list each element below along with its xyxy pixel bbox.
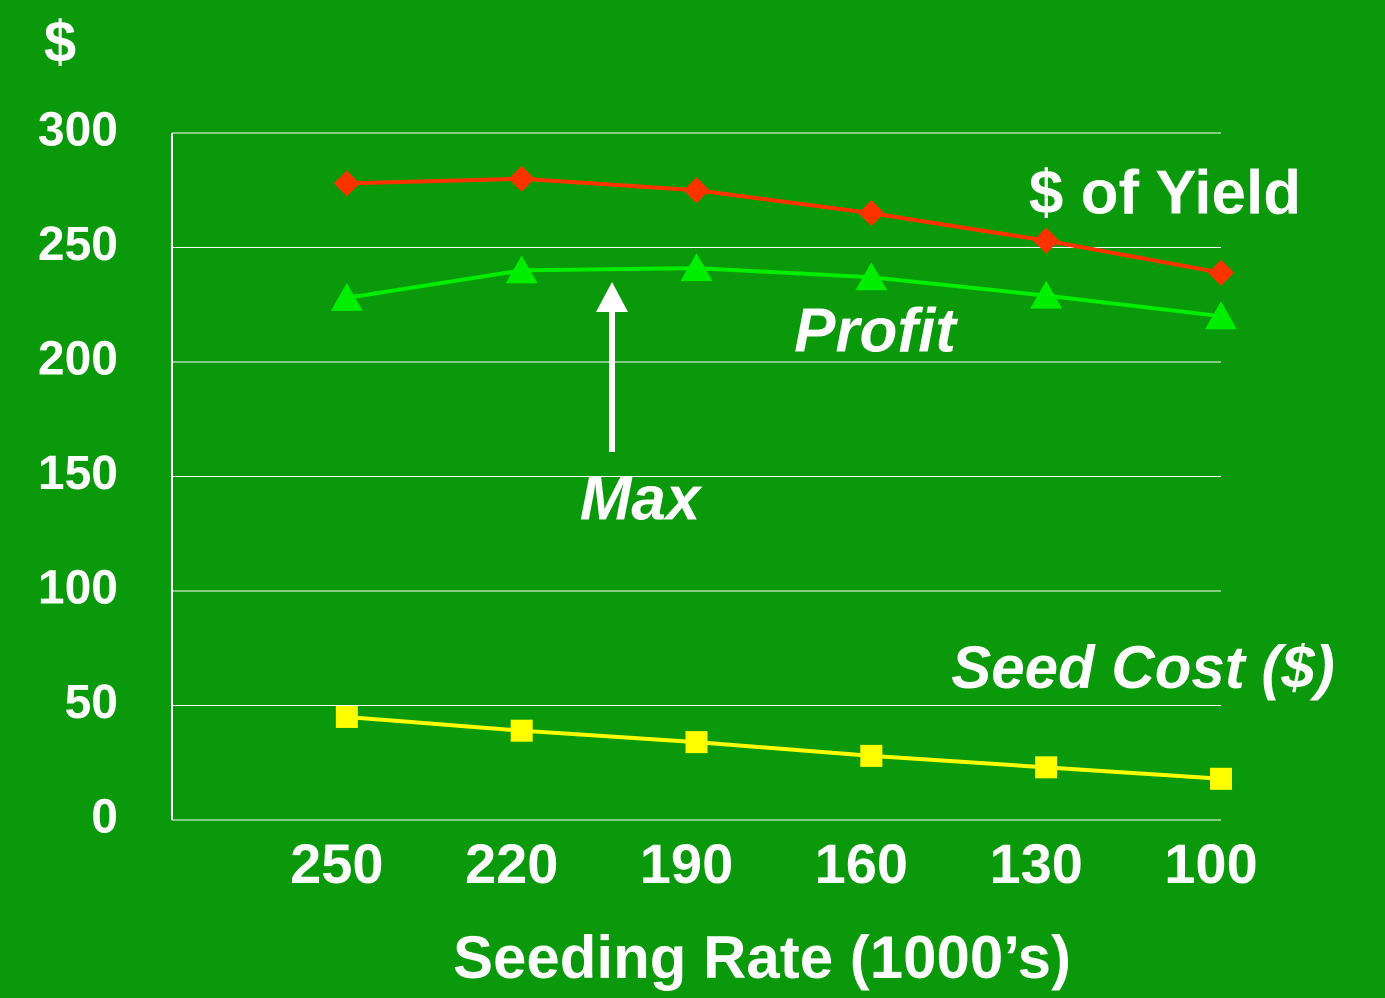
point (1205, 301, 1237, 330)
y-tick-label: 50 (65, 676, 118, 729)
point (335, 705, 358, 728)
point (333, 170, 360, 197)
point (680, 253, 713, 282)
series-line (346, 266, 1222, 319)
point (1030, 280, 1063, 309)
series-label: Profit (794, 296, 958, 365)
series-label: $ of Yield (1029, 158, 1301, 227)
y-tick-label: 0 (91, 791, 118, 844)
x-tick-label: 220 (465, 832, 558, 895)
x-tick-label: 250 (290, 832, 383, 895)
point (858, 200, 885, 227)
point (1035, 756, 1058, 779)
point (505, 255, 538, 284)
arrow-head (596, 282, 628, 312)
y-tick-label: 100 (38, 562, 118, 615)
x-tick-label: 130 (989, 832, 1082, 895)
y-tick-label: 200 (38, 333, 118, 386)
x-tick-label: 160 (815, 832, 908, 895)
y-axis-label: $ (44, 9, 76, 74)
x-tick-label: 100 (1164, 832, 1257, 895)
point (855, 262, 888, 291)
point (860, 744, 883, 767)
series-line (346, 714, 1222, 781)
x-tick-label: 190 (640, 832, 733, 895)
point (510, 719, 533, 742)
point (330, 282, 363, 311)
series-label: Seed Cost ($) (951, 634, 1334, 701)
annotation: Max (580, 464, 703, 533)
point (1208, 259, 1234, 286)
point (685, 731, 708, 754)
point (683, 177, 710, 204)
point (1210, 767, 1232, 790)
y-tick-label: 150 (38, 447, 118, 500)
x-axis-label: Seeding Rate (1000’s) (453, 924, 1071, 991)
point (1033, 227, 1060, 254)
series-line (346, 176, 1222, 275)
y-tick-label: 300 (38, 104, 118, 157)
y-tick-label: 250 (38, 218, 118, 271)
point (508, 165, 535, 192)
